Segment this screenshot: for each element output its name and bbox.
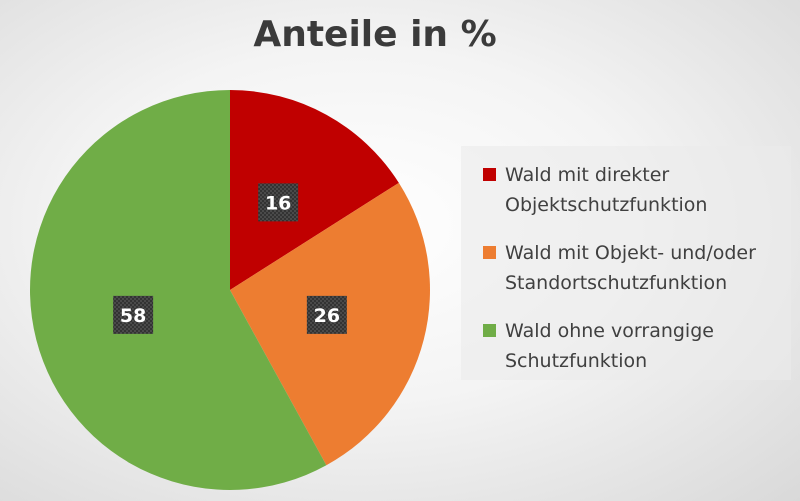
chart-title: Anteile in % (253, 14, 497, 55)
legend-item-direkte-objektschutzfunktion: Wald mit direkter Objektschutzfunktion (483, 160, 781, 220)
legend-label: Wald ohne vorrangige Schutzfunktion (505, 320, 714, 372)
legend-swatch (483, 168, 496, 181)
data-label: 58 (113, 295, 154, 334)
data-label-value: 26 (314, 305, 340, 327)
legend-item-objekt-standortschutzfunktion: Wald mit Objekt- und/oder Standortschutzf… (483, 238, 781, 298)
data-label-background (258, 183, 299, 222)
slice-ohne-schutzfunktion (29, 90, 327, 490)
legend-swatch (483, 246, 496, 259)
legend-label: Wald mit Objekt- und/oder Standortschutzf… (505, 242, 756, 294)
legend: Wald mit direkter Objektschutzfunktion Wa… (461, 146, 791, 380)
legend-item-ohne-schutzfunktion: Wald ohne vorrangige Schutzfunktion (483, 316, 781, 376)
data-label-background (113, 295, 154, 334)
legend-label: Wald mit direkter Objektschutzfunktion (505, 164, 708, 216)
legend-swatch (483, 324, 496, 337)
data-label-background (306, 295, 347, 334)
data-label: 26 (306, 295, 347, 334)
data-label-value: 58 (120, 305, 146, 327)
slice-direkte-objektschutzfunktion (230, 90, 399, 290)
data-label-value: 16 (265, 192, 291, 214)
data-label: 16 (258, 183, 299, 222)
